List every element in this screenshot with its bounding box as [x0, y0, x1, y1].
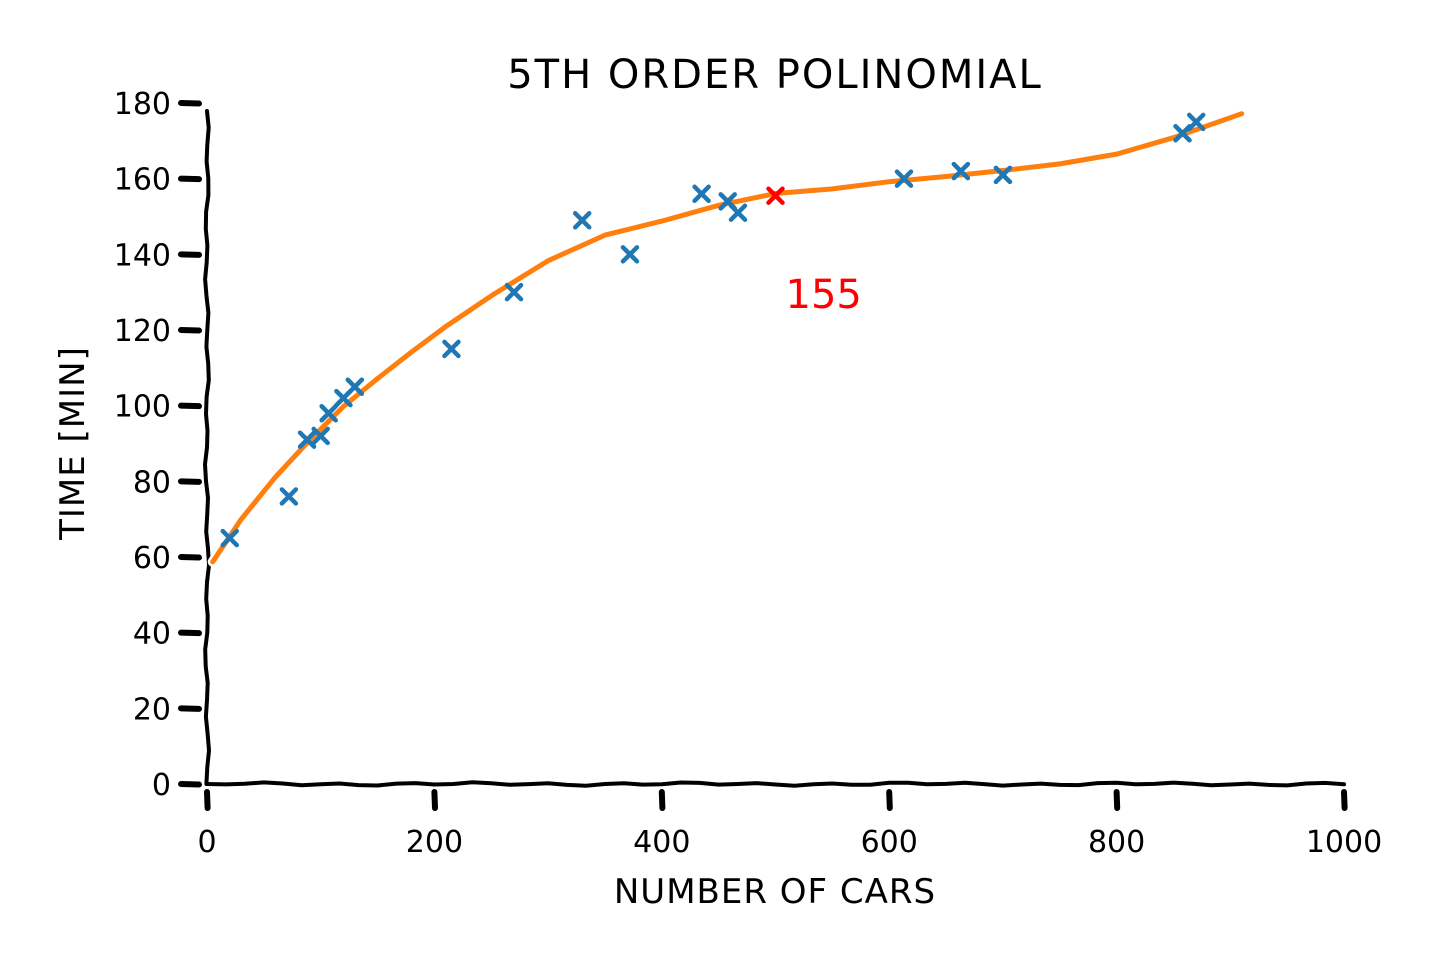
marker-stroke — [1186, 112, 1206, 132]
marker-stroke — [692, 184, 711, 204]
data-point — [1186, 112, 1206, 132]
data-point — [345, 377, 365, 396]
y-tick-label: 20 — [133, 692, 171, 727]
y-tick-mark — [178, 629, 202, 637]
x-axis-label: NUMBER OF CARS — [614, 872, 936, 912]
marker-stroke — [951, 161, 971, 181]
data-point — [297, 430, 317, 449]
x-tick-mark — [431, 789, 438, 811]
y-tick-mark — [178, 705, 202, 712]
annotations-group: 155 — [786, 272, 862, 318]
data-point — [279, 487, 299, 506]
data-point — [993, 165, 1013, 185]
marker-stroke — [220, 528, 239, 548]
data-points-group — [220, 112, 1206, 548]
x-tick-label: 400 — [633, 825, 690, 860]
y-tick-mark — [178, 554, 202, 561]
y-tick-label: 180 — [114, 87, 171, 122]
y-tick-label: 140 — [114, 238, 171, 273]
y-tick-mark — [178, 781, 202, 788]
y-tick-label: 100 — [114, 390, 171, 425]
x-tick-mark — [886, 789, 893, 811]
data-point — [319, 403, 338, 423]
axes — [202, 109, 1346, 788]
marker-stroke — [442, 339, 461, 359]
chart-title: 5TH ORDER POLINOMIAL — [507, 52, 1043, 98]
y-tick-label: 120 — [114, 314, 171, 349]
y-tick-label: 80 — [133, 465, 171, 500]
x-tick-label: 200 — [406, 825, 463, 860]
data-point — [311, 426, 330, 446]
y-tick-mark — [178, 402, 202, 410]
marker-stroke — [572, 211, 592, 230]
y-tick-label: 60 — [133, 541, 171, 576]
data-point — [504, 282, 524, 302]
fit-curve-group — [207, 108, 1247, 567]
marker-stroke — [504, 282, 524, 302]
y-axis-label: TIME [MIN] — [53, 346, 93, 541]
marker-stroke — [766, 186, 785, 205]
x-tick-mark — [1113, 789, 1121, 811]
data-point — [728, 203, 748, 222]
marker-stroke — [620, 245, 640, 264]
x-axis-line — [205, 780, 1346, 788]
y-tick-mark — [178, 175, 202, 183]
fit-curve-halo — [207, 108, 1247, 567]
data-point — [894, 169, 914, 188]
y-tick-label: 0 — [152, 768, 171, 803]
y-tick-mark — [178, 251, 202, 258]
x-tick-label: 1000 — [1306, 825, 1382, 860]
marker-stroke — [894, 169, 914, 188]
y-tick-mark — [178, 327, 202, 334]
x-tick-label: 600 — [861, 825, 918, 860]
y-tick-label: 40 — [133, 617, 171, 652]
marker-stroke — [279, 487, 299, 506]
marker-stroke — [728, 203, 748, 222]
data-point — [442, 339, 461, 359]
marker-stroke — [993, 165, 1013, 185]
data-point — [951, 161, 971, 181]
x-tick-label: 800 — [1088, 825, 1145, 860]
y-ticks: 0 20 40 60 80 100 120 140 160 180 — [114, 87, 202, 803]
x-tick-mark — [658, 789, 666, 811]
x-ticks: 0 200 400 600 800 1000 — [197, 789, 1382, 860]
data-point — [572, 211, 592, 230]
marker-stroke — [311, 426, 330, 446]
y-tick-mark — [178, 478, 202, 485]
data-point — [220, 528, 239, 548]
x-tick-label: 0 — [197, 825, 216, 860]
y-axis-line — [202, 109, 212, 786]
marker-stroke — [319, 403, 338, 423]
x-tick-mark — [1341, 789, 1348, 811]
fit-curve-line — [210, 111, 1245, 565]
data-point — [692, 184, 711, 204]
y-tick-label: 160 — [114, 163, 171, 198]
prediction-marker — [766, 186, 785, 205]
prediction-value-label: 155 — [786, 272, 862, 318]
data-point — [620, 245, 640, 264]
marker-stroke — [718, 192, 737, 211]
marker-stroke — [345, 377, 365, 396]
marker-stroke — [297, 430, 317, 449]
x-tick-mark — [204, 789, 211, 811]
y-tick-mark — [178, 100, 202, 107]
